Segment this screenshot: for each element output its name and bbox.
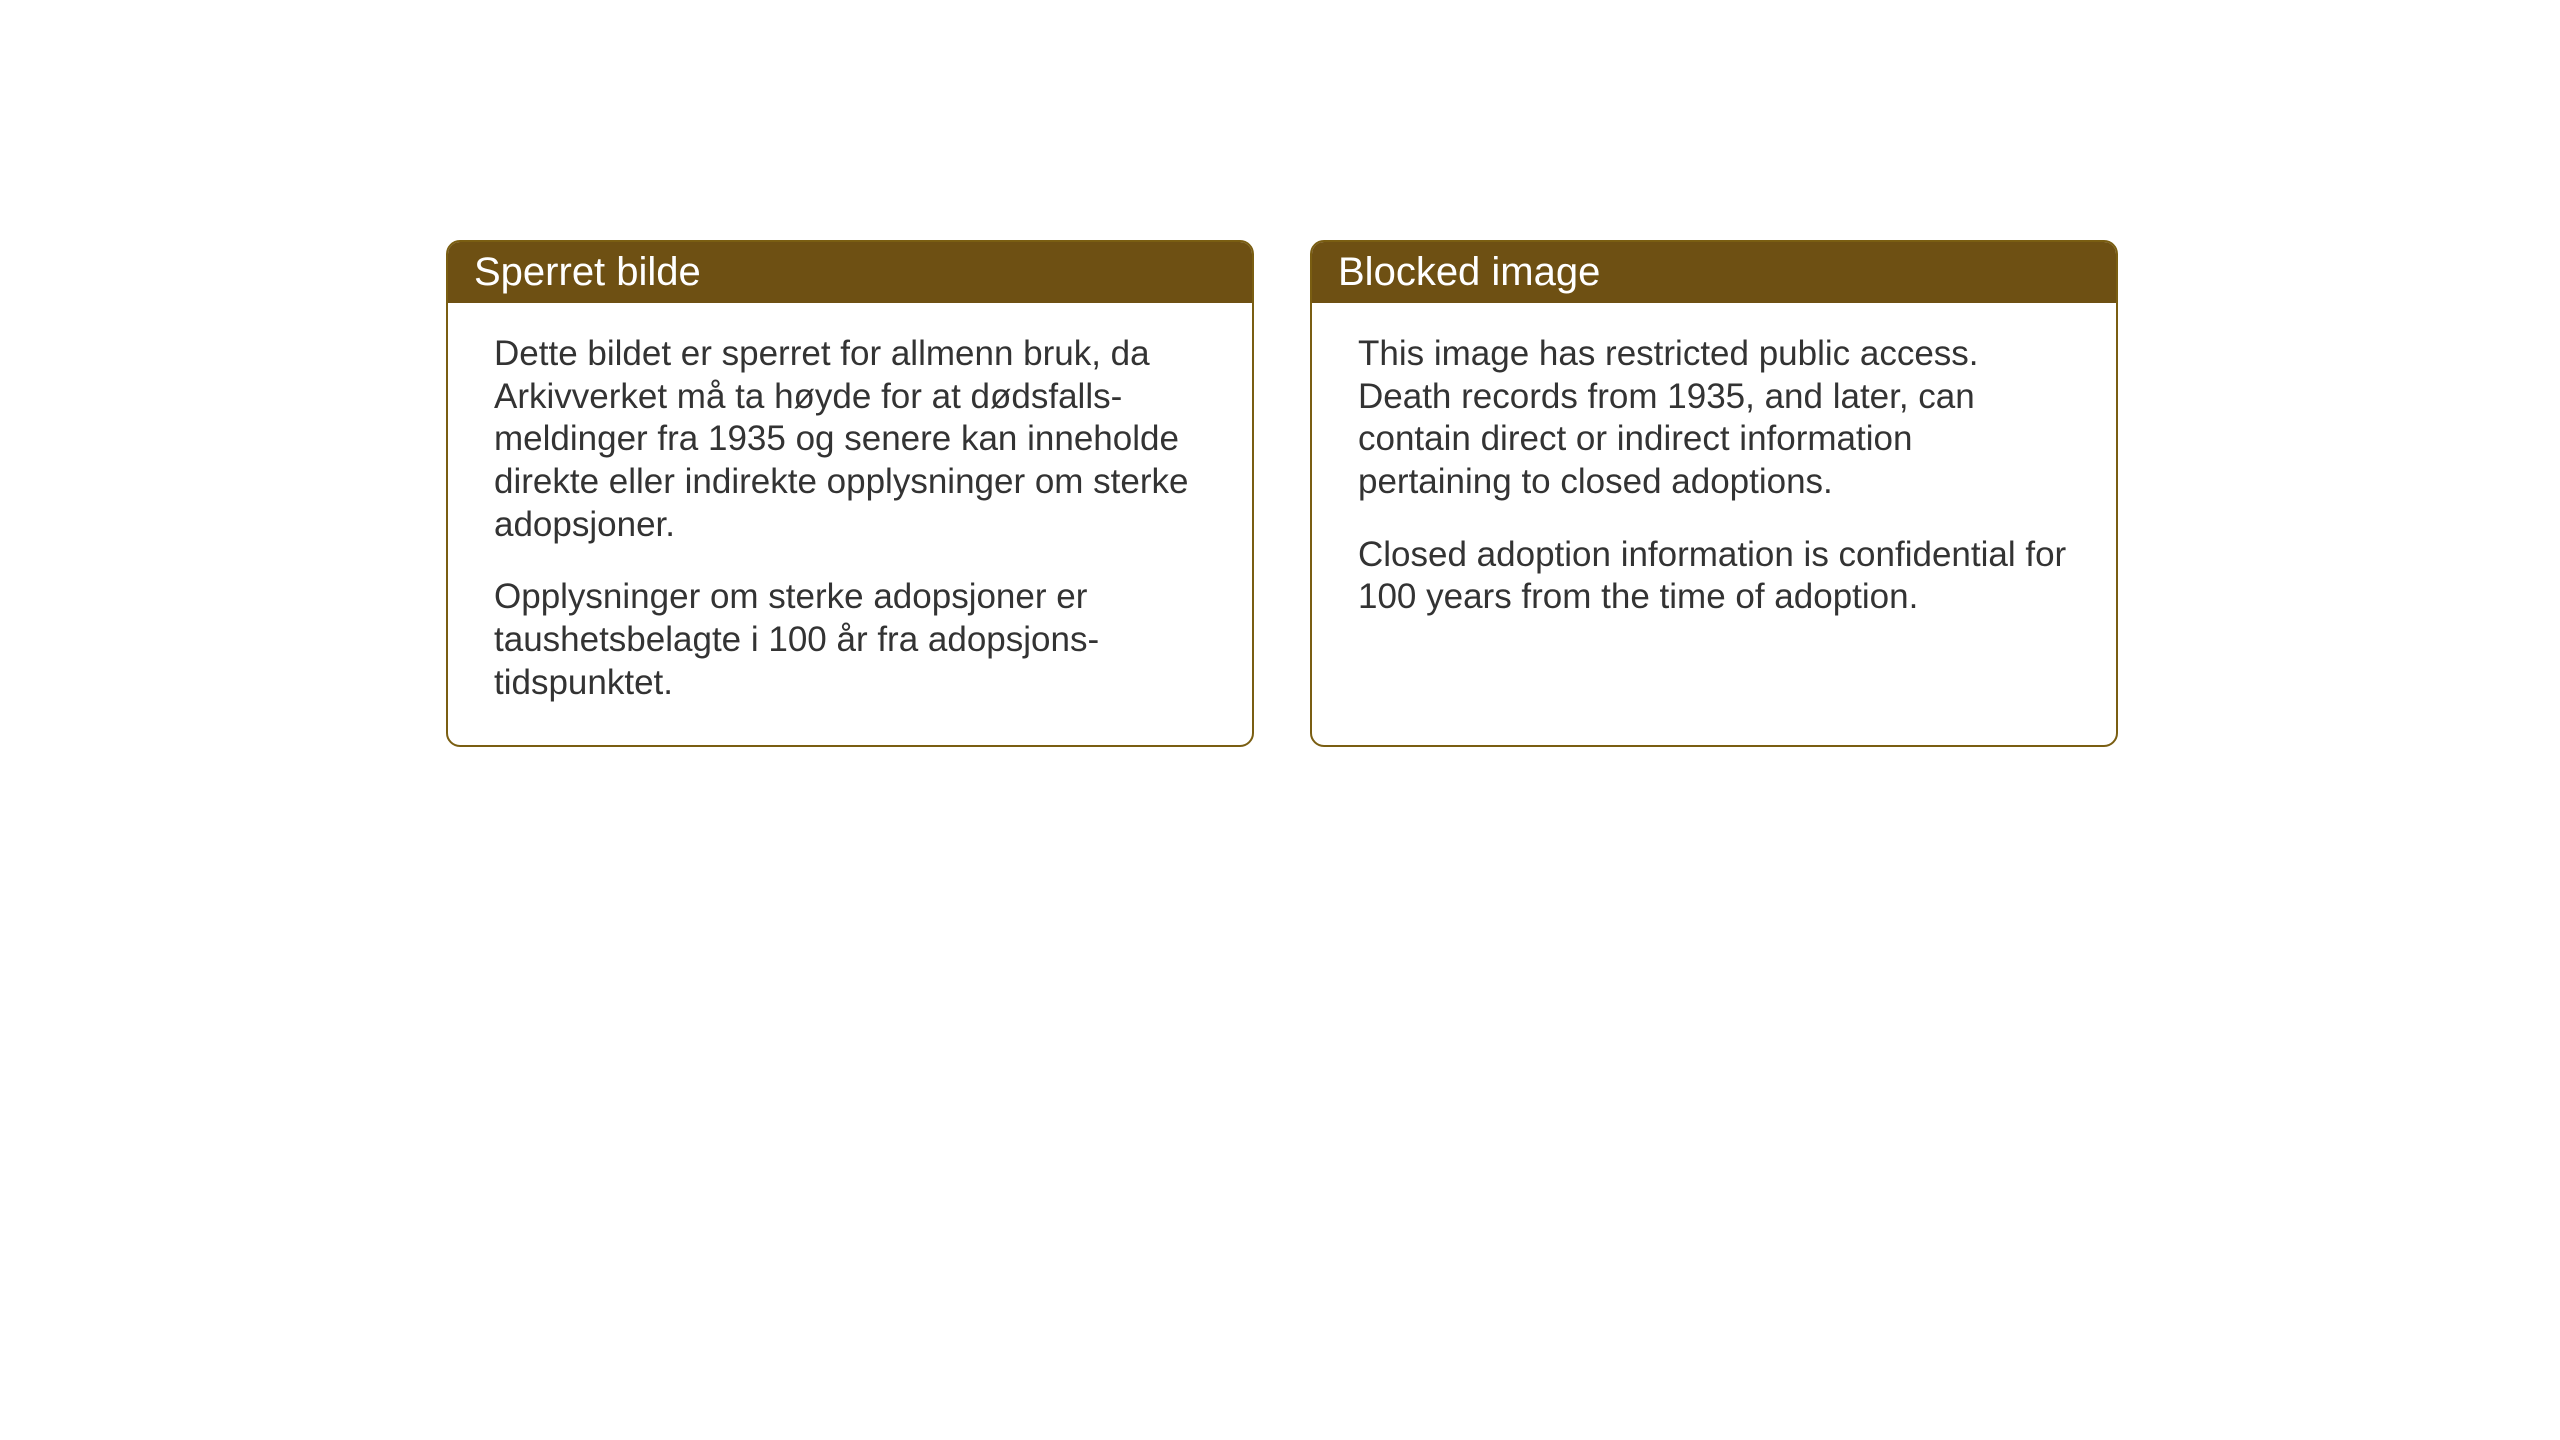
english-card-body: This image has restricted public access.… <box>1312 303 2116 659</box>
english-paragraph-1: This image has restricted public access.… <box>1358 333 2070 504</box>
norwegian-card-title: Sperret bilde <box>448 242 1252 303</box>
norwegian-paragraph-2: Opplysninger om sterke adopsjoner er tau… <box>494 576 1206 704</box>
norwegian-card-body: Dette bildet er sperret for allmenn bruk… <box>448 303 1252 745</box>
english-notice-card: Blocked image This image has restricted … <box>1310 240 2118 747</box>
notice-cards-container: Sperret bilde Dette bildet er sperret fo… <box>446 240 2118 747</box>
norwegian-paragraph-1: Dette bildet er sperret for allmenn bruk… <box>494 333 1206 546</box>
norwegian-notice-card: Sperret bilde Dette bildet er sperret fo… <box>446 240 1254 747</box>
english-card-title: Blocked image <box>1312 242 2116 303</box>
english-paragraph-2: Closed adoption information is confident… <box>1358 534 2070 619</box>
